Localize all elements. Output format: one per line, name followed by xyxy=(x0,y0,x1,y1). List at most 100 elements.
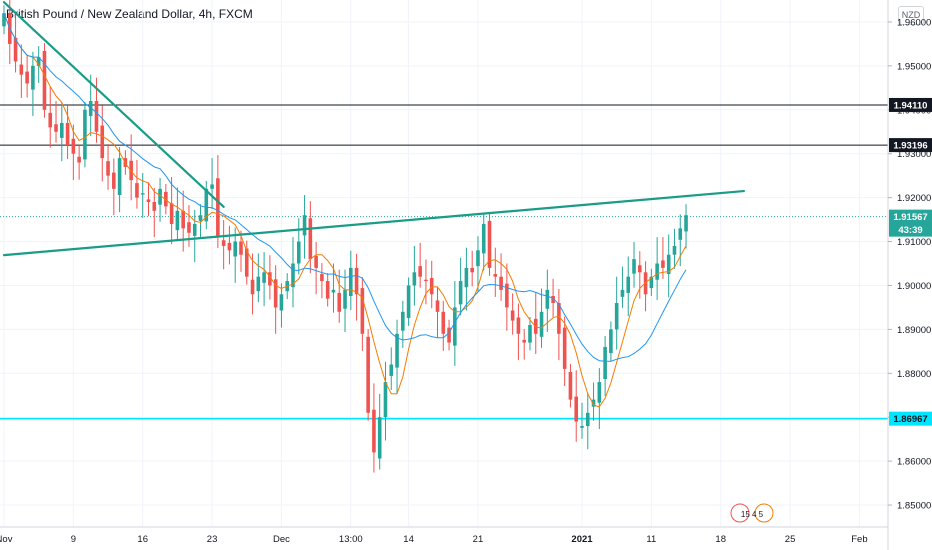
candle-body xyxy=(71,138,76,154)
time-axis: Nov 9 16 23 Dec 13:00 14 21 2021 11 18 25 Feb xyxy=(0,534,868,545)
candle-body xyxy=(377,417,382,459)
candle-body xyxy=(476,250,480,267)
candle-body xyxy=(551,295,555,304)
currency-label[interactable]: NZD xyxy=(898,6,924,25)
events-badge[interactable]: 15 4 5 xyxy=(730,503,774,523)
candle-body xyxy=(424,279,428,282)
x-tick-label: 14 xyxy=(403,534,414,545)
candle-body xyxy=(273,279,278,308)
candle-body xyxy=(42,50,47,110)
candle-body xyxy=(36,57,41,66)
candle-body xyxy=(638,265,642,273)
candle-body xyxy=(614,303,619,330)
candle-body xyxy=(308,218,313,260)
candle-body xyxy=(187,222,191,233)
candle-body xyxy=(250,279,255,295)
candle-body xyxy=(54,124,58,132)
candle-body xyxy=(164,191,168,207)
candle-body xyxy=(302,215,307,236)
x-tick-label: 23 xyxy=(207,534,218,545)
x-tick-label: 9 xyxy=(71,534,76,545)
last-price-label: 1.91567 xyxy=(893,212,927,223)
price-tag-label: 1.86967 xyxy=(893,414,927,425)
candle-body xyxy=(19,64,24,75)
candle-body xyxy=(684,215,688,232)
candle-body xyxy=(100,125,105,159)
candle-body xyxy=(418,266,422,277)
price-tag-label: 1.94110 xyxy=(894,100,928,111)
price-tag-label: 1.93196 xyxy=(893,141,927,152)
price-tag xyxy=(889,97,932,112)
candle-body xyxy=(557,303,561,334)
candle-body xyxy=(152,202,157,211)
x-tick-label: 16 xyxy=(137,534,148,545)
trendlines-layer xyxy=(2,1,745,257)
candle-body xyxy=(516,317,521,334)
candle-body xyxy=(117,158,122,195)
candle-body xyxy=(487,220,492,268)
candle-body xyxy=(192,223,197,236)
candle-body xyxy=(88,101,93,116)
candle-body xyxy=(158,188,162,205)
candle-body xyxy=(221,240,226,246)
candle-body xyxy=(314,256,318,268)
candle-body xyxy=(360,288,365,334)
candle-body xyxy=(256,276,261,292)
x-tick-label: Nov xyxy=(0,534,13,545)
slow-moving-average xyxy=(3,13,687,362)
candle-body xyxy=(603,346,607,380)
y-tick-label: 1.85000 xyxy=(897,501,931,512)
event-icon-2 xyxy=(754,503,774,523)
y-tick-label: 1.89000 xyxy=(897,325,931,336)
candle-body xyxy=(31,65,35,90)
candle-body xyxy=(83,109,87,160)
candle-body xyxy=(320,274,324,282)
candle-body xyxy=(175,210,180,231)
x-tick-label: 21 xyxy=(473,534,484,545)
candle-body xyxy=(331,289,336,293)
last-price-tag xyxy=(889,209,932,237)
x-tick-label: 18 xyxy=(715,534,726,545)
candle-body xyxy=(655,263,659,280)
candle-body xyxy=(458,281,463,305)
x-tick-label: 13:00 xyxy=(339,534,363,545)
moving-averages-layer xyxy=(3,13,687,408)
candle-body xyxy=(585,412,590,426)
y-tick-label: 1.86000 xyxy=(897,457,931,468)
chart-title: British Pound / New Zealand Dollar, 4h, … xyxy=(6,7,253,21)
price-tags-layer: 1.94110 1.93196 1.86967 1.91567 43:39 xyxy=(889,97,932,426)
y-tick-label: 1.93000 xyxy=(897,149,931,160)
candle-body xyxy=(672,245,677,255)
events-label: 15 4 5 xyxy=(741,510,764,519)
descending-trendline xyxy=(2,1,225,208)
candle-body xyxy=(666,254,671,275)
candle-body xyxy=(661,260,665,268)
y-tick-label: 1.95000 xyxy=(897,61,931,72)
candle-body xyxy=(244,248,249,277)
candle-body xyxy=(429,277,434,295)
candle-body xyxy=(383,382,388,418)
candle-body xyxy=(470,267,474,273)
candle-body xyxy=(25,71,29,84)
candle-body xyxy=(505,283,509,308)
candle-body xyxy=(291,263,295,288)
y-tick-label: 1.92000 xyxy=(897,193,931,204)
candle-body xyxy=(337,292,342,312)
candle-body xyxy=(354,267,359,295)
countdown-label: 43:39 xyxy=(898,225,922,236)
candle-body xyxy=(2,13,6,27)
candle-body xyxy=(395,333,399,368)
candle-body xyxy=(349,267,353,296)
candle-body xyxy=(580,425,584,428)
candle-body xyxy=(510,310,515,321)
candle-body xyxy=(146,199,151,203)
candle-body xyxy=(343,289,347,309)
y-tick-label: 1.91000 xyxy=(897,237,931,248)
candle-body xyxy=(447,327,451,343)
candle-body xyxy=(545,289,550,309)
candle-body xyxy=(453,307,457,346)
candle-body xyxy=(112,172,116,189)
candle-body xyxy=(169,203,174,224)
candle-body xyxy=(279,294,284,311)
